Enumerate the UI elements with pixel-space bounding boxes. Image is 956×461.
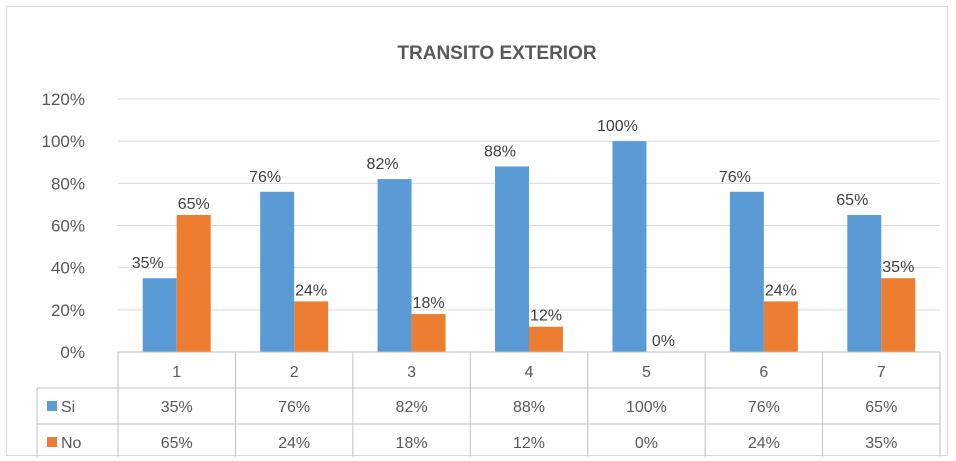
category-label: 6	[759, 364, 768, 381]
table-cell: 0%	[635, 435, 658, 452]
bar-si	[612, 141, 647, 352]
y-tick-label: 0%	[60, 343, 85, 362]
data-label: 24%	[765, 282, 797, 299]
category-label: 1	[172, 364, 181, 381]
legend-swatch-si	[47, 401, 57, 411]
category-label: 4	[525, 364, 534, 381]
bar-no	[411, 314, 446, 352]
data-label: 88%	[484, 143, 516, 160]
table-cell: 88%	[513, 399, 545, 416]
data-label: 0%	[652, 333, 675, 350]
table-cell: 65%	[161, 435, 193, 452]
legend-label: No	[61, 435, 82, 452]
y-tick-label: 80%	[51, 174, 85, 193]
y-tick-label: 100%	[42, 132, 85, 151]
data-label: 65%	[178, 196, 210, 213]
data-label: 35%	[882, 259, 914, 276]
data-labels: 35% 76% 82% 88% 100% 76% 65% 65% 24% 18% 12% 0% 24% 3…	[132, 118, 915, 350]
y-axis: 0% 20% 40% 60% 80% 100% 120%	[42, 90, 85, 362]
bar-no	[294, 301, 329, 352]
y-tick-label: 20%	[51, 301, 85, 320]
bar-si	[260, 191, 295, 352]
table-cell: 35%	[161, 399, 193, 416]
bar-no	[763, 301, 798, 352]
bar-si	[847, 214, 882, 352]
bar-si	[142, 278, 177, 352]
table-cell: 35%	[865, 435, 897, 452]
table-cell: 65%	[865, 399, 897, 416]
table-cell: 82%	[396, 399, 428, 416]
chart-frame: TRANSITO EXTERIOR 35% 76% 82% 88% 100% 76% 65%…	[6, 6, 948, 457]
table-cell: 24%	[278, 435, 310, 452]
category-label: 2	[290, 364, 299, 381]
bar-si	[729, 191, 764, 352]
data-label: 24%	[295, 282, 327, 299]
data-label: 82%	[367, 156, 399, 173]
table-cell: 76%	[278, 399, 310, 416]
table-cell: 18%	[396, 435, 428, 452]
data-label: 18%	[413, 295, 445, 312]
bar-no	[881, 278, 916, 352]
category-label: 7	[877, 364, 886, 381]
bar-chart: TRANSITO EXTERIOR 35% 76% 82% 88% 100% 76% 65%…	[36, 43, 941, 457]
data-label: 100%	[597, 118, 638, 135]
legend-swatch-no	[47, 437, 57, 447]
bar-si	[377, 179, 412, 352]
data-label: 76%	[249, 169, 281, 186]
data-label: 12%	[530, 308, 562, 325]
table-cell: 24%	[748, 435, 780, 452]
y-tick-label: 60%	[51, 217, 85, 236]
y-tick-label: 40%	[51, 259, 85, 278]
bar-no	[176, 214, 211, 352]
legend-label: Si	[61, 399, 75, 416]
bar-si	[495, 166, 529, 352]
data-table: 1 2 3 4 5 6 7 Si 35% 76% 82% 88% 100% 76% 65% No 65% 24% 1…	[36, 351, 941, 457]
table-cell: 100%	[626, 399, 667, 416]
y-tick-label: 120%	[42, 90, 85, 109]
bars	[142, 141, 916, 352]
table-cell: 76%	[748, 399, 780, 416]
table-cell: 12%	[513, 435, 545, 452]
data-label: 76%	[719, 169, 751, 186]
bar-no	[529, 326, 563, 352]
data-label: 35%	[132, 255, 164, 272]
category-label: 5	[642, 364, 651, 381]
data-label: 65%	[836, 192, 868, 209]
chart-title: TRANSITO EXTERIOR	[397, 43, 596, 64]
category-label: 3	[407, 364, 416, 381]
